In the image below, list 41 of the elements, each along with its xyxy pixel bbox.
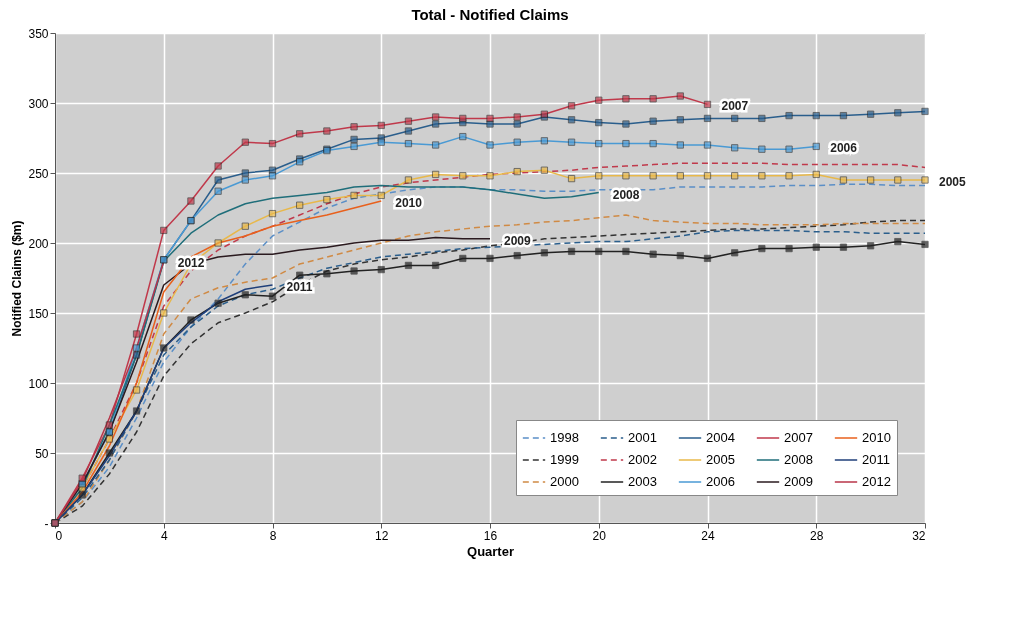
y-tick-label: 150: [28, 306, 49, 321]
y-tick-label: 100: [28, 376, 49, 391]
annotation: 2005: [939, 175, 967, 189]
legend-label: 2000: [550, 474, 579, 489]
legend-label: 2007: [784, 430, 813, 445]
y-axis-title: Notified Claims ($m): [10, 220, 25, 337]
x-tick-label: 12: [375, 528, 389, 543]
legend-label: 2004: [706, 430, 735, 445]
legend-label: 2008: [784, 452, 813, 467]
legend-label: 2006: [706, 474, 735, 489]
x-tick-label: 20: [592, 528, 607, 543]
x-tick-label: 4: [160, 528, 168, 543]
y-tick-label: 250: [28, 166, 49, 181]
legend-label: 1998: [550, 430, 579, 445]
legend-label: 2002: [628, 452, 657, 467]
legend-label: 2003: [628, 474, 657, 489]
legend-label: 2011: [862, 452, 890, 467]
y-tick-label: -: [44, 516, 49, 531]
y-tick-label: 300: [28, 96, 49, 111]
annotation: 2008: [612, 187, 640, 202]
annotation: 2007: [721, 99, 749, 114]
legend-label: 2001: [628, 430, 657, 445]
legend-label: 2012: [862, 474, 891, 489]
legend-label: 2010: [862, 430, 891, 445]
annotation: 2006: [830, 141, 858, 156]
y-tick-label: 200: [28, 236, 49, 251]
y-tick-label: 350: [28, 26, 49, 41]
x-tick-label: 28: [810, 528, 824, 543]
legend-label: 2005: [706, 452, 735, 467]
legend-label: 2009: [784, 474, 813, 489]
x-tick-label: 32: [912, 528, 926, 543]
legend-label: 1999: [550, 452, 579, 467]
annotation: 2011: [286, 280, 313, 294]
x-tick-label: 16: [483, 528, 498, 543]
y-tick-label: 50: [35, 446, 49, 461]
x-tick-label: 8: [269, 528, 277, 543]
x-axis-title: Quarter: [467, 543, 514, 559]
annotation: 2010: [395, 196, 423, 210]
x-tick-label: 24: [701, 528, 715, 543]
x-tick-label: 0: [55, 528, 63, 543]
chart-title: Total - Notified Claims: [411, 6, 569, 23]
